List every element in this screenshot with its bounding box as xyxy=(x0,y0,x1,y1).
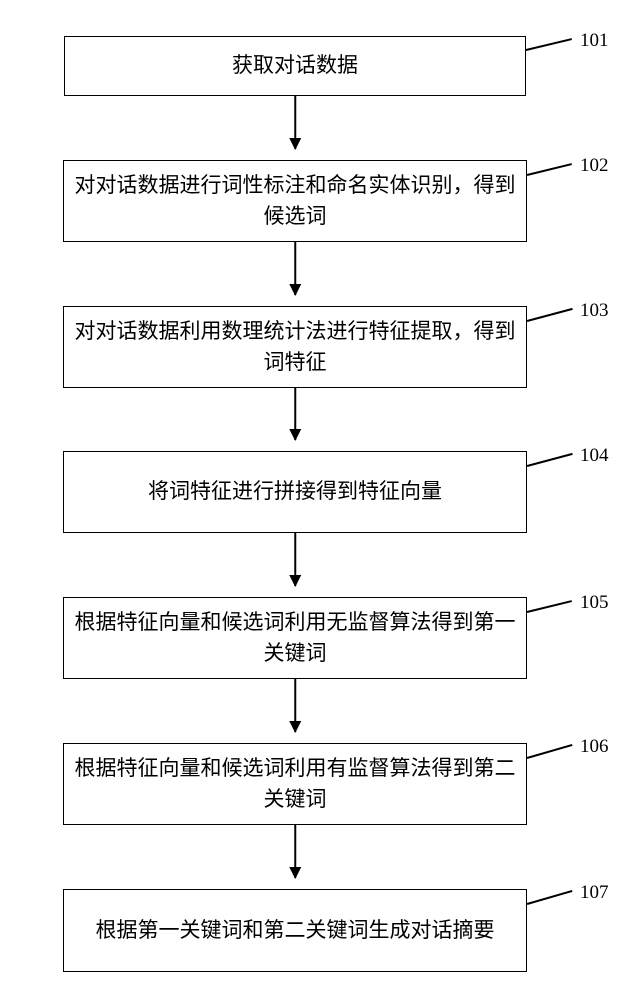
flowchart-callout-line xyxy=(527,453,572,466)
flowchart-node-text: 获取对话数据 xyxy=(232,50,358,82)
flowchart-step-label-3: 103 xyxy=(580,300,609,322)
flowchart-node-text: 根据特征向量和候选词利用无监督算法得到第一关键词 xyxy=(74,607,516,670)
flowchart-node-text: 对对话数据进行词性标注和命名实体识别，得到候选词 xyxy=(74,170,516,233)
flowchart-step-label-5: 105 xyxy=(580,592,609,614)
flowchart-node-3: 对对话数据利用数理统计法进行特征提取，得到词特征 xyxy=(63,306,527,388)
flowchart-arrow-2 xyxy=(294,242,296,295)
flowchart-node-5: 根据特征向量和候选词利用无监督算法得到第一关键词 xyxy=(63,597,527,679)
flowchart-container: 获取对话数据 101 对对话数据进行词性标注和命名实体识别，得到候选词 102 对对话数… xyxy=(0,0,639,1000)
flowchart-node-2: 对对话数据进行词性标注和命名实体识别，得到候选词 xyxy=(63,160,527,242)
flowchart-node-7: 根据第一关键词和第二关键词生成对话摘要 xyxy=(63,889,527,972)
flowchart-callout-line xyxy=(527,308,572,321)
flowchart-arrow-4 xyxy=(294,533,296,586)
flowchart-arrow-5 xyxy=(294,679,296,732)
flowchart-node-text: 将词特征进行拼接得到特征向量 xyxy=(148,476,442,508)
flowchart-step-label-6: 106 xyxy=(580,736,609,758)
flowchart-callout-line xyxy=(526,38,572,50)
flowchart-callout-line xyxy=(527,600,572,612)
flowchart-node-text: 根据特征向量和候选词利用有监督算法得到第二关键词 xyxy=(74,753,516,816)
flowchart-step-label-1: 101 xyxy=(580,30,609,52)
flowchart-node-text: 对对话数据利用数理统计法进行特征提取，得到词特征 xyxy=(74,316,516,379)
flowchart-callout-line xyxy=(527,744,572,758)
flowchart-node-6: 根据特征向量和候选词利用有监督算法得到第二关键词 xyxy=(63,743,527,825)
flowchart-node-4: 将词特征进行拼接得到特征向量 xyxy=(63,451,527,533)
flowchart-step-label-2: 102 xyxy=(580,155,609,177)
flowchart-arrow-6 xyxy=(294,825,296,878)
flowchart-step-label-4: 104 xyxy=(580,445,609,467)
flowchart-step-label-7: 107 xyxy=(580,882,609,904)
flowchart-node-1: 获取对话数据 xyxy=(64,36,526,96)
flowchart-callout-line xyxy=(527,163,572,175)
flowchart-arrow-3 xyxy=(294,388,296,440)
flowchart-arrow-1 xyxy=(294,96,296,149)
flowchart-node-text: 根据第一关键词和第二关键词生成对话摘要 xyxy=(96,915,495,947)
flowchart-callout-line xyxy=(527,890,572,904)
